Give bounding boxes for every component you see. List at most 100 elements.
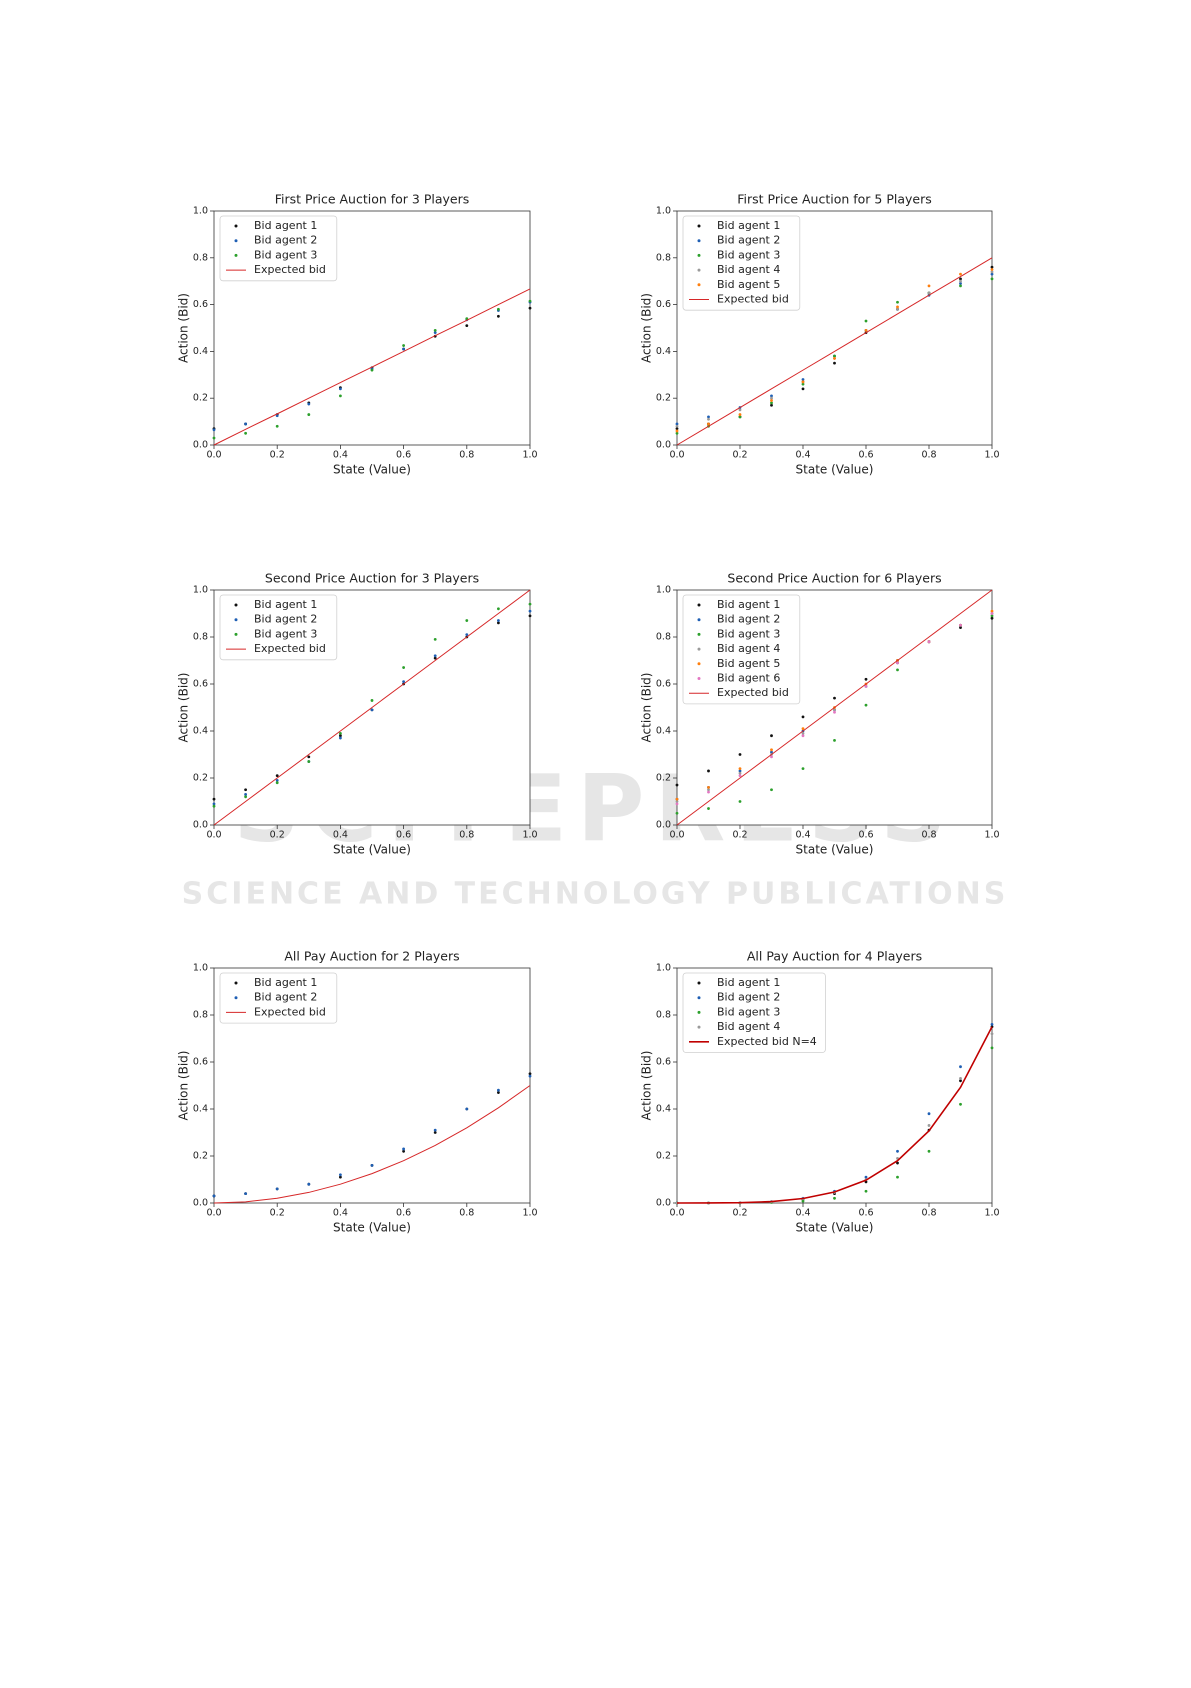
x-axis-label: State (Value) xyxy=(333,463,411,477)
bid-dot xyxy=(244,431,248,435)
legend-swatch xyxy=(697,981,701,985)
bid-dot xyxy=(244,795,248,799)
bid-dot xyxy=(212,1194,216,1198)
bid-dot xyxy=(990,277,994,281)
legend-label: Bid agent 4 xyxy=(717,642,780,655)
bid-dot xyxy=(497,621,500,625)
bid-dot xyxy=(833,708,836,712)
bid-dot xyxy=(497,314,500,318)
bid-dot xyxy=(738,769,742,773)
legend-box xyxy=(682,594,801,705)
x-tick-label: 0.0 xyxy=(206,1208,221,1219)
expected-bid-line xyxy=(213,288,531,446)
x-tick-label: 0.6 xyxy=(396,830,411,841)
expected-bid-line xyxy=(676,257,993,446)
bid-dot xyxy=(244,422,248,426)
bid-dot xyxy=(770,394,773,398)
bid-dot xyxy=(801,767,805,770)
bid-dot xyxy=(339,731,342,735)
chart-title: All Pay Auction for 4 Players xyxy=(747,949,922,964)
bid-dot xyxy=(959,1065,962,1069)
x-tick-label: 0.8 xyxy=(921,830,936,841)
y-tick-label: 1.0 xyxy=(193,206,208,217)
bid-dot xyxy=(927,1124,931,1127)
legend-swatch xyxy=(234,618,238,622)
bid-dot xyxy=(212,802,216,806)
legend-box xyxy=(219,972,338,1024)
bid-dot xyxy=(675,797,679,801)
bid-dot xyxy=(370,699,374,702)
legend-label: Bid agent 2 xyxy=(254,991,317,1004)
legend-swatch xyxy=(234,996,238,1000)
x-tick-label: 1.0 xyxy=(984,1208,999,1219)
x-tick-label: 0.2 xyxy=(732,830,747,841)
chart-title: First Price Auction for 5 Players xyxy=(737,192,932,207)
y-axis-label: Action (Bid) xyxy=(640,293,654,363)
bid-dot xyxy=(801,734,805,738)
x-tick-label: 1.0 xyxy=(522,450,537,461)
bid-dot xyxy=(770,755,773,759)
y-tick-label: 0.0 xyxy=(193,820,208,831)
bid-dot xyxy=(801,387,805,391)
x-tick-label: 1.0 xyxy=(984,450,999,461)
bid-dot xyxy=(675,429,679,433)
bid-dot xyxy=(402,1149,405,1153)
legend-box xyxy=(682,972,826,1053)
x-tick-label: 0.4 xyxy=(333,1208,348,1219)
bid-dot xyxy=(990,265,994,269)
x-axis-label: State (Value) xyxy=(796,1221,874,1235)
y-tick-label: 0.4 xyxy=(656,346,671,357)
bid-dot xyxy=(833,710,836,714)
bid-dot xyxy=(370,708,374,712)
bid-dot xyxy=(433,328,437,332)
bid-dot xyxy=(833,361,836,365)
bid-dot xyxy=(707,417,710,421)
x-tick-label: 0.6 xyxy=(858,1208,873,1219)
y-tick-label: 1.0 xyxy=(193,963,208,974)
legend-swatch xyxy=(234,603,238,607)
bid-dot xyxy=(801,382,805,386)
legend-label: Bid agent 1 xyxy=(717,219,780,232)
y-tick-label: 0.4 xyxy=(656,1104,671,1115)
x-tick-label: 0.0 xyxy=(669,450,684,461)
legend-swatch xyxy=(697,239,701,243)
y-axis-label: Action (Bid) xyxy=(177,1051,191,1121)
bid-dot xyxy=(675,783,679,787)
bid-dot xyxy=(675,802,679,806)
bid-dot xyxy=(959,272,962,276)
legend-swatch xyxy=(234,981,238,985)
bid-dot xyxy=(801,380,805,384)
legend-label: Bid agent 5 xyxy=(717,278,780,291)
bid-dot xyxy=(707,422,710,426)
legend-label: Bid agent 2 xyxy=(717,234,780,247)
bid-dot xyxy=(896,1161,899,1165)
chart: First Price Auction for 5 Players State (… xyxy=(640,192,1000,477)
bid-dot xyxy=(675,800,679,803)
x-tick-label: 0.8 xyxy=(459,830,474,841)
y-tick-label: 0.8 xyxy=(193,1010,208,1021)
bid-dot xyxy=(465,317,469,321)
y-tick-label: 0.2 xyxy=(656,773,671,784)
bid-dot xyxy=(433,637,437,641)
y-tick-label: 0.4 xyxy=(193,726,208,737)
bid-dot xyxy=(275,414,279,418)
bid-dot xyxy=(528,602,532,606)
x-tick-label: 1.0 xyxy=(984,830,999,841)
legend-label: Bid agent 2 xyxy=(717,991,780,1004)
legend-swatch xyxy=(697,1010,701,1014)
y-tick-label: 0.6 xyxy=(656,299,671,310)
bid-dot xyxy=(896,1175,899,1179)
bid-dot xyxy=(707,769,710,773)
legend-swatch xyxy=(697,677,701,680)
bid-dot xyxy=(675,811,679,815)
bid-dot xyxy=(738,408,742,412)
bid-dot xyxy=(833,696,836,700)
bid-dot xyxy=(990,272,994,276)
bid-dot xyxy=(497,307,500,311)
bid-dot xyxy=(770,750,773,754)
bid-dot xyxy=(402,1147,405,1151)
bid-dot xyxy=(801,378,805,381)
legend-label: Bid agent 1 xyxy=(254,976,317,989)
bid-dot xyxy=(212,804,216,808)
